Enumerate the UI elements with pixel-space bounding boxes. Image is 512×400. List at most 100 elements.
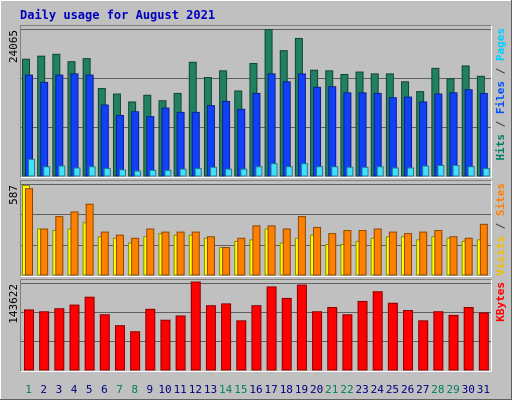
bar-sites-day-22 — [343, 230, 352, 276]
bar-kbytes-day-24 — [372, 291, 383, 371]
x-tick-label-day-5: 5 — [86, 383, 93, 396]
bar-sites-day-11 — [176, 231, 185, 276]
x-tick-label-day-16: 16 — [249, 383, 262, 396]
bar-kbytes-day-7 — [114, 325, 125, 371]
series-sites — [25, 188, 488, 276]
bar-pages-day-19 — [300, 163, 308, 177]
x-tick-label-day-13: 13 — [204, 383, 217, 396]
x-tick-label-day-27: 27 — [416, 383, 429, 396]
bar-kbytes-day-3 — [54, 308, 65, 371]
bar-kbytes-day-9 — [145, 308, 156, 371]
bar-files-day-20 — [313, 86, 322, 177]
bar-sites-day-7 — [115, 234, 124, 276]
bar-pages-day-5 — [88, 166, 96, 177]
bar-pages-day-18 — [285, 166, 293, 177]
bar-files-day-6 — [100, 104, 109, 177]
bar-files-day-10 — [161, 107, 170, 177]
bar-pages-day-1 — [28, 158, 35, 177]
x-tick-label-day-26: 26 — [401, 383, 414, 396]
legend-entry: / — [494, 61, 507, 81]
legend-entry: / — [494, 216, 507, 236]
bar-pages-day-24 — [376, 166, 384, 177]
bar-pages-day-21 — [331, 166, 339, 177]
bar-kbytes-day-5 — [84, 296, 95, 371]
bar-sites-day-23 — [358, 230, 367, 276]
x-tick-label-day-2: 2 — [40, 383, 47, 396]
chart-title: Daily usage for August 2021 — [20, 8, 215, 22]
bar-kbytes-day-13 — [205, 305, 216, 371]
bar-pages-day-22 — [346, 166, 354, 177]
bar-kbytes-day-30 — [463, 307, 474, 371]
bar-sites-day-1 — [25, 188, 33, 276]
bar-kbytes-day-16 — [251, 305, 262, 371]
bar-sites-day-21 — [328, 233, 337, 276]
bar-kbytes-day-11 — [175, 315, 186, 371]
bar-files-day-31 — [479, 92, 488, 177]
bar-kbytes-day-29 — [448, 314, 459, 371]
bar-files-day-30 — [464, 89, 473, 177]
bar-files-day-18 — [282, 81, 291, 177]
bar-pages-day-16 — [255, 166, 263, 177]
bar-pages-day-25 — [391, 167, 399, 177]
bar-kbytes-day-27 — [418, 320, 429, 371]
bar-files-day-24 — [373, 92, 382, 177]
bar-files-day-28 — [434, 93, 443, 177]
bar-sites-day-28 — [434, 230, 443, 276]
bar-files-day-22 — [343, 92, 352, 177]
bar-pages-day-12 — [194, 168, 202, 177]
x-tick-label-day-1: 1 — [25, 383, 32, 396]
x-tick-label-day-31: 31 — [477, 383, 490, 396]
x-tick-label-day-30: 30 — [462, 383, 475, 396]
legend-entry: KBytes — [494, 282, 507, 322]
bar-files-day-23 — [358, 92, 367, 177]
x-tick-label-day-19: 19 — [295, 383, 308, 396]
legend-entry: / — [494, 114, 507, 134]
bar-sites-day-16 — [252, 225, 261, 276]
bar-sites-day-6 — [100, 231, 109, 276]
bar-pages-day-14 — [225, 168, 233, 177]
x-tick-label-day-14: 14 — [219, 383, 233, 396]
bar-sites-day-2 — [40, 228, 49, 276]
bar-kbytes-day-28 — [433, 311, 444, 371]
legend-entry: Sites — [494, 183, 507, 216]
x-tick-label-day-29: 29 — [446, 383, 459, 396]
bar-files-day-4 — [70, 73, 79, 177]
x-tick-label-day-15: 15 — [234, 383, 247, 396]
bar-kbytes-day-8 — [130, 331, 141, 371]
legend-entry: Hits — [494, 134, 507, 161]
bar-kbytes-day-25 — [387, 302, 398, 371]
x-tick-label-day-18: 18 — [280, 383, 293, 396]
bar-sites-day-25 — [388, 231, 397, 276]
x-tick-label-day-7: 7 — [116, 383, 123, 396]
bar-sites-day-19 — [297, 216, 306, 276]
bar-sites-day-14 — [222, 247, 231, 276]
bar-kbytes-day-1 — [24, 309, 34, 371]
bar-kbytes-day-10 — [160, 319, 171, 371]
legend-label: Hits / Files / Pages — [494, 28, 507, 161]
bar-kbytes-day-20 — [312, 311, 323, 371]
bar-files-day-8 — [131, 111, 140, 177]
x-tick-label-day-23: 23 — [356, 383, 369, 396]
x-tick-label-day-8: 8 — [131, 383, 138, 396]
bar-kbytes-day-18 — [281, 297, 292, 371]
x-tick-label-day-4: 4 — [71, 383, 78, 396]
bar-files-day-25 — [388, 97, 397, 177]
bar-files-day-27 — [419, 101, 428, 177]
bar-sites-day-3 — [55, 216, 64, 276]
bar-kbytes-day-14 — [221, 303, 232, 371]
bar-pages-day-15 — [240, 168, 248, 177]
x-tick-label-day-3: 3 — [56, 383, 63, 396]
bar-pages-day-29 — [452, 165, 460, 177]
bar-files-day-15 — [237, 108, 246, 177]
bar-files-day-5 — [85, 74, 94, 177]
bar-pages-day-7 — [118, 169, 126, 177]
bar-pages-day-26 — [407, 167, 415, 177]
bar-kbytes-day-23 — [357, 300, 368, 371]
bar-kbytes-day-26 — [403, 310, 414, 371]
bar-sites-day-29 — [449, 236, 458, 276]
x-axis-labels: 1 2 3 4 5 6 7 8 9 10 11 12 13 14 15 16 17 18 19 20 21 22 23 24 2… — [25, 383, 490, 396]
bar-pages-day-23 — [361, 166, 369, 177]
legend-entry: Pages — [494, 28, 507, 61]
panel-kbytes: 143622 KBytes — [7, 279, 507, 372]
panel-hits-files-pages: 24065 Hits / Files / Pages — [7, 25, 507, 178]
